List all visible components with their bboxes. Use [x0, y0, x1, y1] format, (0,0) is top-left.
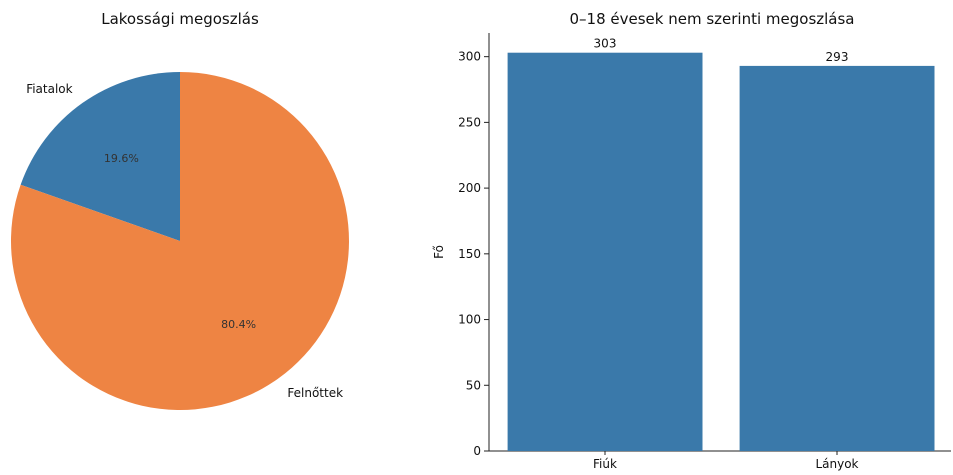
bar-0: [508, 53, 703, 451]
bar-title: 0–18 évesek nem szerinti megoszlása: [569, 10, 854, 28]
y-tick-label-0: 0: [473, 444, 481, 458]
bar-plot-area: 0 50 100 150 200 250 300 303 Fiúk 293 Lányok: [458, 33, 951, 471]
x-tick-label-0: Fiúk: [593, 457, 617, 471]
y-axis-label: Fő: [432, 245, 446, 259]
y-tick-label-4: 200: [458, 181, 481, 195]
y-tick-label-3: 150: [458, 247, 481, 261]
pie-label-0: Fiatalok: [26, 82, 72, 96]
y-tick-label-5: 250: [458, 115, 481, 129]
bar-1: [740, 66, 935, 451]
bar-chart: 0–18 évesek nem szerinti megoszlása 0 50 1…: [432, 10, 951, 471]
bar-value-label-0: 303: [594, 37, 617, 51]
y-tick-label-1: 50: [466, 378, 481, 392]
x-tick-label-1: Lányok: [815, 457, 858, 471]
pie-chart: Lakossági megoszlás Fiatalok 19.6% Felnőtt…: [11, 10, 349, 410]
pie-pct-label-0: 19.6%: [104, 152, 139, 165]
y-tick-label-6: 300: [458, 50, 481, 64]
pie-title: Lakossági megoszlás: [101, 10, 259, 28]
pie-label-1: Felnőttek: [287, 386, 343, 400]
y-tick-label-2: 100: [458, 313, 481, 327]
pie-pct-label-1: 80.4%: [221, 318, 256, 331]
pie-slices: [11, 72, 349, 410]
bar-value-label-1: 293: [826, 50, 849, 64]
